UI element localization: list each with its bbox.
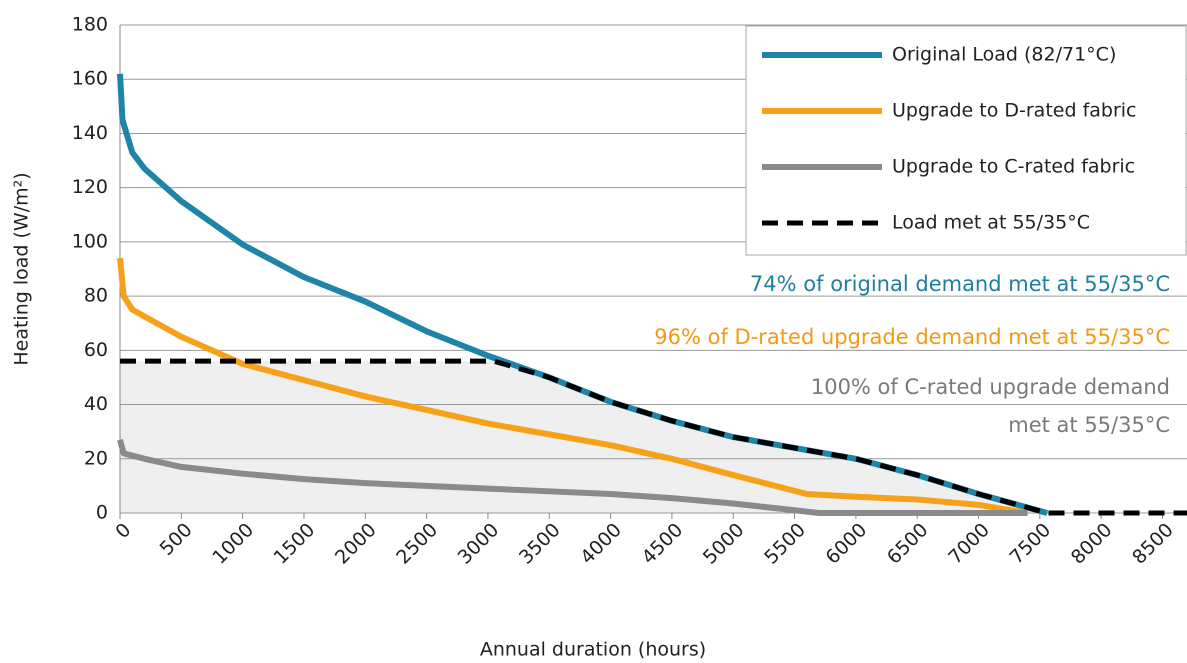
x-tick-label: 0 (111, 519, 135, 543)
annotation: 74% of original demand met at 55/35°C (750, 272, 1170, 296)
x-tick-label: 3000 (454, 519, 504, 569)
y-tick-label: 100 (72, 230, 108, 252)
x-tick-label: 1000 (208, 519, 258, 569)
x-tick-label: 1500 (270, 519, 320, 569)
legend-label: Upgrade to D-rated fabric (892, 100, 1137, 122)
x-tick-label: 2500 (392, 519, 442, 569)
x-tick-label: 7500 (1006, 519, 1056, 569)
x-tick-label: 8000 (1067, 519, 1117, 569)
y-tick-label: 160 (72, 68, 108, 90)
annotation: 96% of D-rated upgrade demand met at 55/… (654, 325, 1170, 349)
series-line (120, 358, 1187, 516)
y-tick-label: 40 (84, 393, 108, 415)
y-tick-label: 0 (96, 502, 108, 524)
legend-label: Upgrade to C-rated fabric (892, 156, 1135, 178)
x-tick-label: 500 (156, 519, 197, 560)
legend-label: Load met at 55/35°C (892, 212, 1090, 234)
x-tick-label: 5500 (760, 519, 810, 569)
x-tick-label: 5000 (699, 519, 749, 569)
x-tick-label: 6000 (822, 519, 872, 569)
y-tick-label: 180 (72, 14, 108, 36)
series-line (117, 73, 1048, 516)
x-axis-title: Annual duration (hours) (480, 639, 706, 661)
series-line (117, 257, 1029, 516)
y-tick-label: 140 (72, 122, 108, 144)
legend-box (745, 25, 1187, 256)
y-tick-label: 60 (84, 339, 108, 361)
x-tick-label: 8500 (1128, 519, 1178, 569)
x-tick-label: 4500 (638, 519, 688, 569)
x-tick-label: 7000 (944, 519, 994, 569)
y-tick-label: 120 (72, 176, 108, 198)
annotation: 100% of C-rated upgrade demand (811, 375, 1170, 399)
series-line (117, 439, 1028, 516)
y-tick-label: 80 (84, 285, 108, 307)
x-tick-label: 3500 (515, 519, 565, 569)
legend-label: Original Load (82/71°C) (892, 44, 1116, 66)
x-tick-label: 2000 (331, 519, 381, 569)
annotation: met at 55/35°C (1008, 413, 1170, 437)
y-tick-label: 20 (84, 447, 108, 469)
x-tick-label: 6500 (883, 519, 933, 569)
x-tick-label: 4000 (576, 519, 626, 569)
y-axis-title: Heating load (W/m²) (11, 172, 33, 365)
